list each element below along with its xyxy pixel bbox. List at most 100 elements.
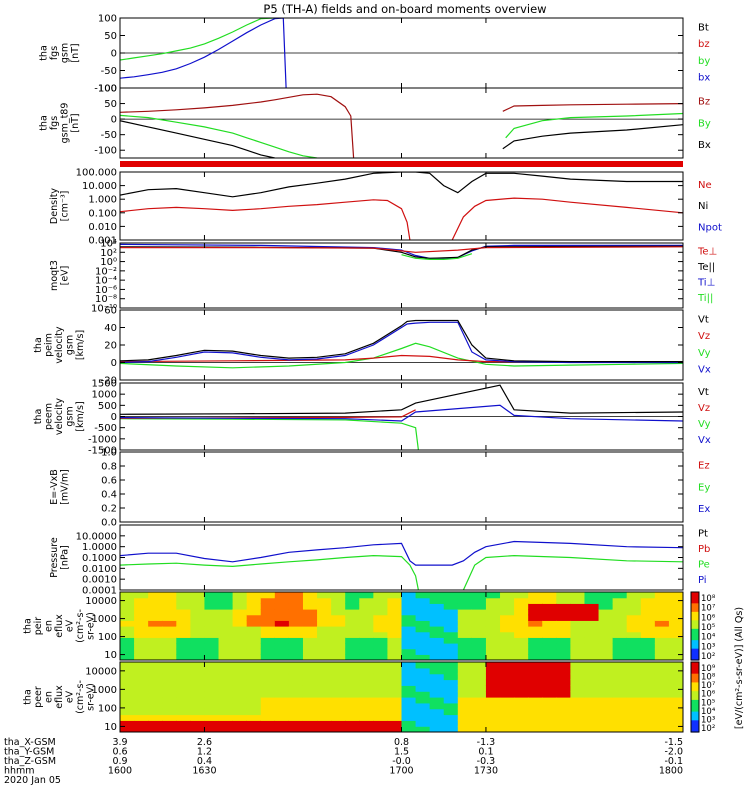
y-tick-label: 100	[98, 703, 117, 714]
y-tick-label: 0.010	[88, 222, 117, 233]
y-axis-label: Pressure	[49, 537, 60, 578]
y-tick-label: 10	[104, 722, 117, 733]
x-tick-value: 0.8	[394, 737, 409, 748]
series-line-1	[120, 199, 411, 240]
y-axis-label: tha	[33, 409, 44, 425]
y-tick-label: 100	[98, 84, 117, 95]
y-tick-label: 10⁻²	[95, 266, 117, 277]
y-axis-label: tha	[33, 337, 44, 353]
x-tick-value: 1.2	[197, 747, 212, 758]
legend-entry: Ez	[698, 460, 710, 471]
y-tick-label: 40	[104, 323, 117, 334]
legend-entry: Bt	[698, 23, 709, 34]
x-tick-value: 1730	[474, 766, 498, 777]
x-row-label: hhmm	[4, 766, 35, 777]
series-line-3	[120, 384, 683, 415]
legend-entry: Ey	[698, 482, 710, 493]
y-axis-label: peem	[44, 403, 55, 430]
series-line-3	[502, 103, 683, 112]
y-tick-label: -50	[101, 130, 117, 141]
x-axis-labels: tha_X-GSM 3.9 2.6 0.8 -1.3 -1.5 tha_Y-GSM 0.6 1.…	[4, 737, 683, 786]
y-axis-label: tha	[38, 115, 49, 131]
x-tick-value: 1630	[192, 766, 216, 777]
series-line-0	[120, 342, 683, 369]
date-label: 2020 Jan 05	[4, 775, 61, 786]
y-axis-label: gsm	[59, 43, 70, 63]
y-axis-label: en	[44, 691, 55, 703]
y-tick-label: 0	[111, 115, 117, 126]
spectrogram	[120, 662, 683, 732]
legend-entry: by	[698, 56, 710, 67]
x-tick-value: 1700	[389, 766, 413, 777]
y-tick-label: -50	[101, 66, 117, 77]
y-axis-label: [eV]	[59, 266, 70, 286]
y-axis-label: (cm²-s-	[75, 609, 86, 643]
series-line-1	[120, 114, 318, 158]
panel-frame	[119, 309, 684, 381]
x-row-label: tha_X-GSM	[4, 737, 56, 748]
panel-frame	[119, 524, 684, 591]
series-line-1	[120, 554, 419, 590]
series-line-5	[502, 124, 683, 150]
y-tick-label: 10⁻⁴	[95, 276, 117, 287]
y-tick-label: 0.001	[88, 236, 117, 247]
panel-frame	[119, 171, 684, 241]
y-axis-label: tha	[38, 45, 49, 61]
series-line-0	[120, 418, 419, 450]
y-tick-label: 0.0001	[82, 586, 117, 597]
y-tick-label: -20	[101, 376, 117, 387]
colorbar-tick-label: 10²	[701, 652, 715, 662]
y-tick-label: 0.6	[101, 476, 117, 487]
y-tick-label: -1500	[88, 446, 117, 457]
y-axis-label: sr-eV)	[86, 683, 97, 711]
panel-4: 60 40 20 0 -20 tha peim velocity gsm [km/s] Vt Vz Vy…	[33, 306, 711, 387]
y-axis-label: (cm²-s-	[75, 680, 86, 714]
legend-entry: Bz	[698, 96, 710, 107]
y-tick-label: 100	[98, 632, 117, 643]
legend-entry: Ni	[698, 201, 708, 212]
legend-entry: Bx	[698, 140, 711, 151]
y-tick-label: 0.0100	[82, 564, 117, 575]
y-tick-label: 10.000	[82, 181, 117, 192]
series-line-2	[120, 404, 683, 422]
panel-2: 100.000 10.000 1.000 0.100 0.010 0.001 Density…	[49, 168, 722, 247]
y-tick-label: 50	[104, 99, 117, 110]
panel-0: 100 50 0 -50 -100 tha fgs gsm [nT] Bt bz by bx	[38, 14, 710, 95]
y-axis-label: [nPa]	[59, 545, 70, 570]
colorbar-tick-label: 10⁷	[701, 604, 716, 614]
legend-entry: Vx	[698, 365, 711, 376]
y-axis-label: fgs	[49, 116, 60, 130]
y-axis-label: eV	[65, 619, 76, 632]
x-tick-value: -0.3	[477, 756, 496, 767]
x-tick-value: 1800	[659, 766, 683, 777]
legend-entry: By	[698, 118, 711, 129]
legend-entry: Ne	[698, 180, 712, 191]
y-tick-label: -500	[94, 423, 117, 434]
y-tick-label: 1.000	[88, 195, 117, 206]
legend-entry: Vy	[698, 419, 711, 430]
legend-entry: Vt	[698, 387, 709, 398]
panel-6: 1.0 0.8 0.6 0.4 0.2 0.0 E=-VxB [mV/m] Ez Ey Ex	[49, 448, 711, 529]
series-line-2	[462, 554, 683, 590]
y-tick-label: -100	[94, 146, 117, 157]
series-line-0	[120, 93, 355, 158]
y-tick-label: 60	[104, 306, 117, 317]
series-line-1	[120, 354, 683, 363]
y-tick-label: -100	[94, 84, 117, 95]
colorbar-tick-label: 10⁶	[701, 613, 716, 623]
y-axis-label: tha	[23, 618, 34, 634]
y-tick-label: 0.2	[101, 504, 117, 515]
series-line-2	[120, 246, 683, 253]
legend-entry: Te||	[697, 262, 715, 273]
y-tick-label: 100	[98, 14, 117, 25]
x-tick-value: -0.1	[664, 756, 683, 767]
y-axis-label: eflux	[54, 685, 65, 709]
series-line-4	[505, 112, 683, 139]
legend-entry: bz	[698, 39, 710, 50]
y-axis-label: tha	[23, 689, 34, 705]
series-line-2	[120, 120, 275, 158]
